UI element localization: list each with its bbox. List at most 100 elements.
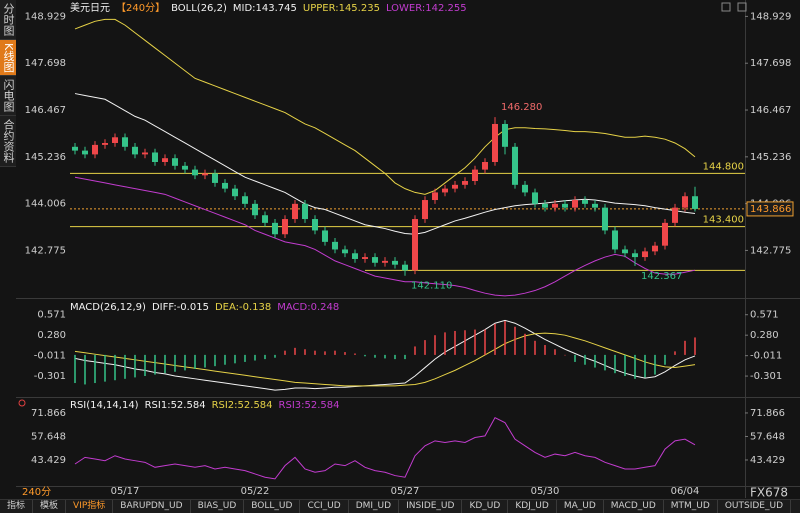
candle-body bbox=[82, 150, 88, 155]
candle-body bbox=[652, 245, 658, 252]
candle-body bbox=[662, 222, 668, 246]
header-item: MACD:0.248 bbox=[277, 302, 339, 313]
y-tick-label-right: 0.280 bbox=[750, 330, 779, 341]
indicator-tab[interactable]: CCI_UD bbox=[300, 500, 349, 513]
header-item: RSI1:52.584 bbox=[145, 400, 206, 411]
macd-line bbox=[74, 319, 696, 391]
indicator-tab[interactable]: 模板 bbox=[33, 500, 67, 513]
y-tick-label-left: 57.648 bbox=[31, 431, 66, 442]
macd-bar bbox=[654, 354, 656, 375]
candle-body bbox=[122, 137, 128, 147]
window-icon[interactable] bbox=[721, 2, 731, 12]
candle-body bbox=[212, 173, 218, 183]
macd-bar bbox=[564, 354, 566, 356]
candle-body bbox=[562, 203, 568, 208]
header-item: RSI3:52.584 bbox=[279, 400, 340, 411]
candle-body bbox=[442, 188, 448, 193]
y-tick-label-left: 71.866 bbox=[31, 408, 66, 419]
macd-bar bbox=[334, 350, 336, 355]
macd-bar bbox=[644, 354, 646, 378]
period-label: 240分 bbox=[22, 486, 51, 498]
candle-body bbox=[322, 230, 328, 242]
candle-body bbox=[622, 249, 628, 254]
candle-body bbox=[222, 182, 228, 189]
header-item: 美元日元 bbox=[70, 1, 110, 14]
macd-bar bbox=[484, 329, 486, 355]
header-item: UPPER:145.235 bbox=[303, 3, 380, 14]
sidebar-tab[interactable]: 闪电图 bbox=[0, 76, 16, 117]
candle-body bbox=[132, 146, 138, 155]
indicator-tab[interactable]: KD_UD bbox=[462, 500, 509, 513]
sidebar-tab[interactable]: 合约资料 bbox=[0, 116, 16, 168]
candle-body bbox=[612, 230, 618, 250]
candle-body bbox=[92, 144, 98, 155]
y-tick-label-right: 145.236 bbox=[750, 152, 791, 163]
price-level-label: 143.400 bbox=[703, 215, 744, 226]
candle-body bbox=[332, 241, 338, 250]
candle-body bbox=[422, 200, 428, 220]
x-tick-label: 05/22 bbox=[241, 486, 270, 497]
macd-bar bbox=[184, 354, 186, 371]
candle-body bbox=[372, 257, 378, 263]
macd-bar bbox=[124, 354, 126, 379]
indicator-tab[interactable]: KDJ_UD bbox=[508, 500, 557, 513]
header-item: BOLL(26,2) bbox=[171, 3, 227, 14]
y-tick-label-right: 147.698 bbox=[750, 58, 791, 69]
macd-bar bbox=[174, 354, 176, 372]
last-price-label: 143.866 bbox=[750, 204, 791, 215]
indicator-tab[interactable]: BIAS_UD bbox=[191, 500, 245, 513]
indicator-tab[interactable]: MA_UD bbox=[557, 500, 604, 513]
y-tick-label-left: 0.280 bbox=[37, 330, 66, 341]
macd-bar bbox=[294, 347, 296, 355]
sidebar-tab[interactable]: 分时图 bbox=[0, 0, 16, 40]
candle-body bbox=[392, 260, 398, 265]
brand: FX678 bbox=[750, 486, 788, 500]
macd-bar bbox=[74, 354, 76, 384]
indicator-tab[interactable]: OUTSIDE_UD bbox=[718, 500, 791, 513]
indicator-tab[interactable]: INSIDE_UD bbox=[399, 500, 463, 513]
macd-bar bbox=[344, 352, 346, 355]
tab-bar: 指标 模板 VIP指标 BARUPDN_UD BIAS_UD BOLL_UD CCI_UD D… bbox=[0, 499, 800, 513]
sidebar: 分时图 K线图 闪电图 合约资料 bbox=[0, 0, 16, 168]
macd-bar bbox=[394, 354, 396, 360]
header-item: DEA:-0.138 bbox=[215, 302, 271, 313]
candle-body bbox=[142, 152, 148, 155]
macd-bar bbox=[594, 354, 596, 368]
y-tick-label-right: 71.866 bbox=[750, 408, 785, 419]
panel-header: RSI(14,14,14) RSI1:52.584 RSI2:52.584 RSI3:… bbox=[70, 400, 340, 411]
candle-body bbox=[642, 251, 648, 258]
candle-body bbox=[352, 253, 358, 259]
indicator-tab[interactable]: 指标 bbox=[0, 500, 34, 513]
indicator-tab[interactable]: VIP指标 bbox=[66, 500, 114, 513]
indicator-tab[interactable]: DMI_UD bbox=[349, 500, 400, 513]
macd-bar bbox=[204, 354, 206, 368]
macd-bar bbox=[604, 354, 606, 371]
macd-bar bbox=[464, 330, 466, 355]
indicator-tab[interactable]: BOLL_UD bbox=[244, 500, 301, 513]
candle-body bbox=[502, 123, 508, 147]
indicator-tab[interactable]: MACD_UD bbox=[604, 500, 664, 513]
macd-bar bbox=[404, 354, 406, 360]
panel-header: 美元日元 【240分】 BOLL(26,2) MID:143.745 UPPER:145… bbox=[70, 1, 467, 14]
candle-body bbox=[272, 222, 278, 235]
candle-body bbox=[682, 196, 688, 208]
macd-bar bbox=[114, 354, 116, 381]
candle-body bbox=[692, 196, 698, 209]
x-tick-label: 05/27 bbox=[391, 486, 420, 497]
indicator-tab[interactable]: BARUPDN_UD bbox=[113, 500, 191, 513]
candle-body bbox=[152, 152, 158, 163]
macd-bar bbox=[664, 354, 666, 365]
macd-bar bbox=[554, 349, 556, 355]
settings-dot[interactable] bbox=[18, 399, 26, 407]
candle-body bbox=[262, 215, 268, 223]
price-level-label: 144.800 bbox=[703, 161, 744, 172]
macd-bar bbox=[434, 335, 436, 355]
header-item: RSI(14,14,14) bbox=[70, 400, 139, 411]
y-tick-label-left: 145.236 bbox=[25, 152, 66, 163]
indicator-tab[interactable]: MTM_UD bbox=[664, 500, 718, 513]
sidebar-tab[interactable]: K线图 bbox=[0, 40, 16, 77]
macd-bar bbox=[614, 354, 616, 374]
window-icon[interactable] bbox=[737, 2, 747, 12]
candle-body bbox=[242, 196, 248, 204]
